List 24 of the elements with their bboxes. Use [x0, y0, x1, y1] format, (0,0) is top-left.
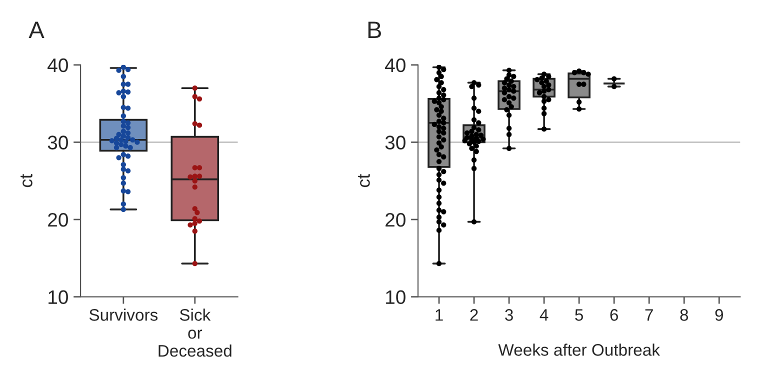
y-tick-label: 30 [48, 136, 68, 150]
x-tick-label: 9 [715, 309, 723, 321]
x-tick-label: 8 [680, 309, 688, 321]
y-tick-label: 40 [48, 58, 68, 72]
x-tick-label: 1 [436, 309, 443, 321]
x-tick-label: 7 [645, 309, 653, 321]
x-tick-label: Survivors [89, 308, 158, 321]
y-tick-label: 20 [386, 212, 406, 227]
x-tick-label: 2 [470, 309, 478, 321]
x-tick-label: Sick or Deceased [158, 308, 232, 357]
x-tick-label: 6 [610, 309, 618, 321]
x-tick-label: 3 [505, 309, 513, 321]
chart-title: A [28, 22, 44, 38]
x-axis-title: Weeks after Outbreak [498, 344, 660, 356]
x-tick-label: 4 [540, 309, 548, 321]
x-tick-label: 5 [575, 309, 584, 321]
y-tick-label: 20 [48, 212, 68, 227]
y-tick-label: 10 [48, 290, 68, 304]
y-tick-label: 30 [385, 136, 406, 150]
y-axis-title: ct [20, 174, 32, 188]
chart-title: B [368, 22, 381, 38]
y-axis-title: ct [358, 174, 370, 188]
y-tick-label: 40 [385, 58, 406, 72]
y-tick-label: 10 [386, 290, 406, 304]
